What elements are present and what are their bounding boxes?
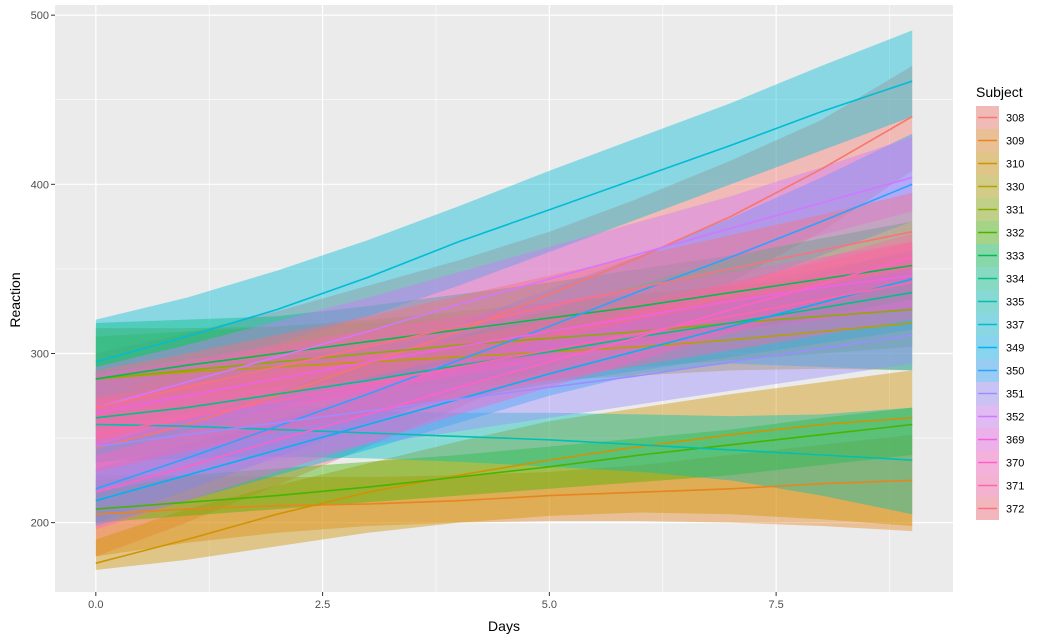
line-subject-331	[95, 308, 913, 380]
line-subject-371	[95, 281, 913, 436]
x-tick-label: 0.0	[88, 599, 103, 611]
ribbon-subject-310	[95, 370, 913, 570]
legend-label: 333	[1006, 251, 1024, 263]
legend-item-308: 308	[976, 106, 1024, 129]
legend: Subject 308 309 310 330 331 332 333 334 335 337 34…	[976, 84, 1024, 520]
legend-label: 369	[1006, 435, 1024, 447]
legend-item-372: 372	[976, 497, 1024, 520]
legend-label: 370	[1006, 458, 1024, 470]
legend-item-370: 370	[976, 451, 1024, 474]
legend-item-351: 351	[976, 382, 1024, 405]
legend-item-371: 371	[976, 474, 1024, 497]
legend-item-352: 352	[976, 405, 1024, 428]
x-axis-title: Days	[488, 618, 520, 634]
y-tick-label: 300	[31, 348, 49, 360]
line-subject-349	[95, 278, 913, 502]
line-subject-335	[95, 423, 913, 461]
line-subject-352	[95, 176, 913, 409]
legend-label: 335	[1006, 297, 1024, 309]
ribbon-subject-335	[95, 383, 913, 515]
line-subject-308	[95, 115, 913, 449]
legend-item-350: 350	[976, 359, 1024, 382]
y-tick-label: 500	[31, 10, 49, 22]
x-axis: 0.0 2.5 5.0 7.5	[88, 592, 784, 611]
grid-major	[55, 5, 953, 592]
legend-label: 332	[1006, 228, 1024, 240]
legend-item-330: 330	[976, 175, 1024, 198]
legend-label: 310	[1006, 159, 1024, 171]
line-subject-370	[95, 256, 913, 493]
x-tick-label: 5.0	[542, 599, 557, 611]
legend-item-334: 334	[976, 267, 1024, 290]
legend-label: 337	[1006, 320, 1024, 332]
legend-label: 372	[1006, 504, 1024, 516]
x-tick-label: 7.5	[768, 599, 783, 611]
line-subject-332	[95, 423, 913, 510]
line-subject-351	[95, 334, 913, 448]
ribbon-subject-309	[95, 434, 913, 557]
legend-item-369: 369	[976, 428, 1024, 451]
legend-label: 350	[1006, 366, 1024, 378]
legend-label: 351	[1006, 389, 1024, 401]
line-subject-372	[95, 230, 913, 409]
y-axis-title: Reaction	[7, 272, 23, 327]
ribbon-subject-331	[95, 268, 913, 425]
legend-label: 352	[1006, 412, 1024, 424]
legend-label: 309	[1006, 136, 1024, 148]
legend-item-335: 335	[976, 290, 1024, 313]
legend-label: 331	[1006, 205, 1024, 217]
legend-label: 349	[1006, 343, 1024, 355]
line-subject-369	[95, 274, 913, 414]
legend-item-331: 331	[976, 198, 1024, 221]
y-tick-label: 400	[31, 179, 49, 191]
ribbon-subject-330	[95, 272, 913, 422]
y-tick-label: 200	[31, 518, 49, 530]
ribbon-subject-337	[95, 30, 913, 396]
x-tick-label: 2.5	[315, 599, 330, 611]
legend-item-337: 337	[976, 313, 1024, 336]
panel-background	[55, 5, 953, 592]
legend-title: Subject	[976, 84, 1023, 100]
legend-item-332: 332	[976, 221, 1024, 244]
legend-item-309: 309	[976, 129, 1024, 152]
legend-label: 330	[1006, 182, 1024, 194]
legend-item-349: 349	[976, 336, 1024, 359]
line-subject-333	[95, 264, 913, 380]
line-subject-350	[95, 183, 913, 490]
trend-lines	[95, 80, 913, 564]
legend-label: 371	[1006, 481, 1024, 493]
legend-label: 334	[1006, 274, 1024, 286]
line-subject-310	[95, 417, 913, 564]
legend-item-310: 310	[976, 152, 1024, 175]
grid-minor	[55, 5, 953, 592]
line-subject-309	[95, 479, 913, 515]
legend-items: 308 309 310 330 331 332 333 334 335 337 349 350 351 3…	[976, 106, 1024, 520]
ribbon-subject-370	[95, 233, 913, 530]
ribbon-subject-371	[95, 241, 913, 472]
line-subject-337	[95, 80, 913, 363]
y-axis: 200 300 400 500	[31, 10, 55, 530]
ribbon-subject-372	[95, 192, 913, 442]
ribbon-subject-350	[95, 133, 913, 523]
legend-item-333: 333	[976, 244, 1024, 267]
legend-label: 308	[1006, 113, 1024, 125]
